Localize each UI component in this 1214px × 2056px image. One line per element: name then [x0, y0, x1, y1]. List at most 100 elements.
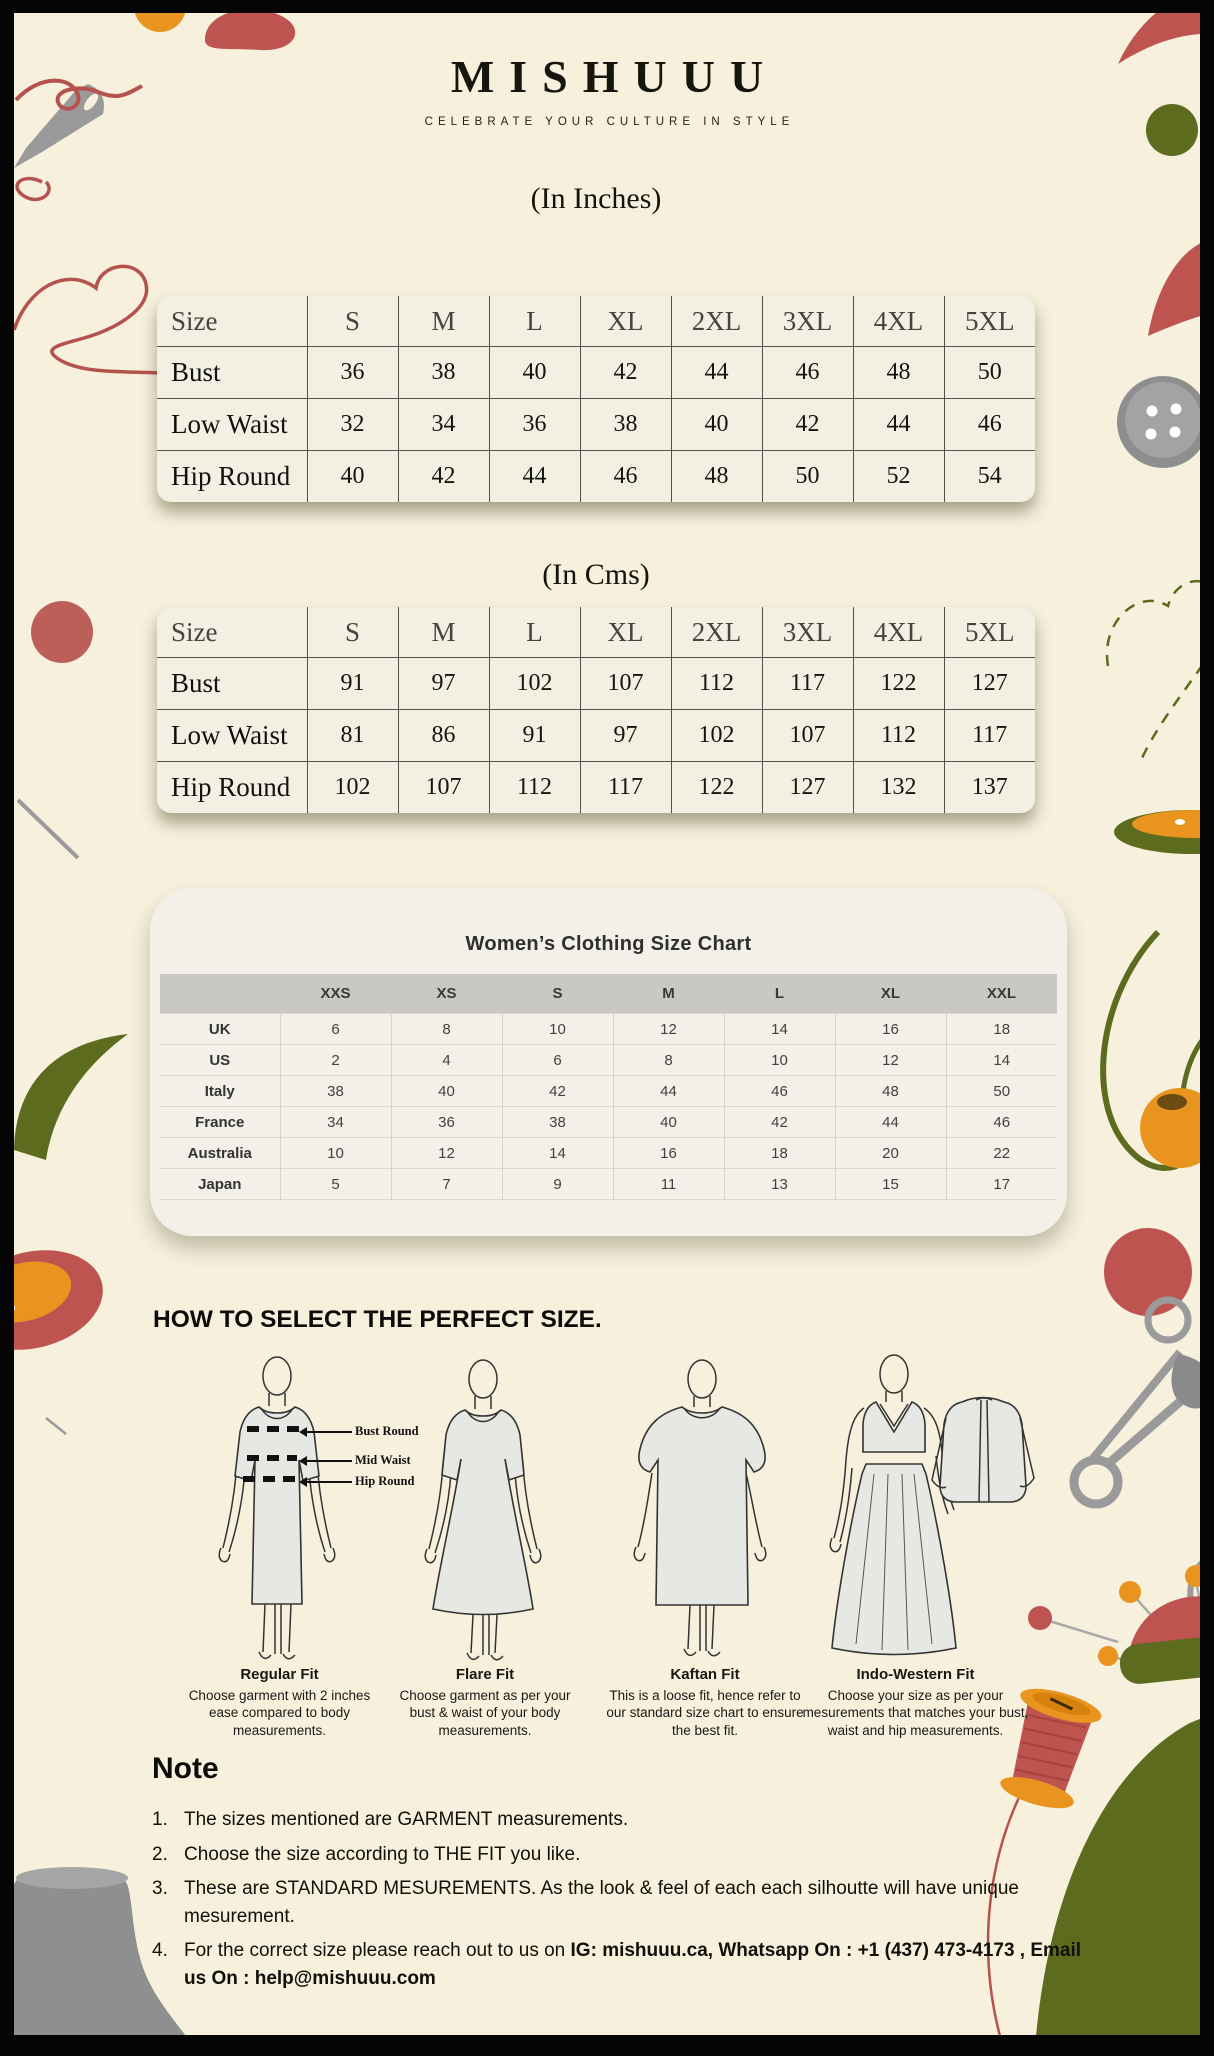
- value-cell: 44: [670, 346, 762, 399]
- value-cell: 97: [397, 657, 489, 710]
- dashed-thread-icon: [1105, 580, 1200, 759]
- value-cell: 42: [579, 346, 671, 399]
- brand-tagline: CELEBRATE YOUR CULTURE IN STYLE: [424, 116, 795, 128]
- value-cell: 112: [488, 761, 580, 813]
- table-row: UK 6 8 10 12 14 16 18: [160, 1013, 1057, 1045]
- value-cell: 36: [390, 1106, 502, 1138]
- table-row: France 34 36 38 40 42 44 46: [160, 1106, 1057, 1138]
- value-cell: 102: [306, 761, 398, 813]
- note-item-text: Choose the size according to THE FIT you…: [184, 1843, 581, 1865]
- value-cell: 46: [723, 1075, 835, 1107]
- measurement-dashes: [243, 1426, 301, 1482]
- value-cell: 4: [390, 1044, 502, 1076]
- row-label: Italy: [204, 1082, 235, 1100]
- value-cell: 44: [852, 398, 944, 451]
- value-cell: 40: [390, 1075, 502, 1107]
- table-row: Italy 38 40 42 44 46 48 50: [160, 1075, 1057, 1107]
- value-cell: 38: [279, 1075, 391, 1107]
- value-cell: 42: [761, 398, 853, 451]
- value-cell: 40: [612, 1106, 724, 1138]
- top-right-shapes-icon: [1117, 13, 1200, 468]
- note-item-text: For the correct size please reach out to…: [184, 1940, 1082, 1989]
- value-cell: 44: [488, 450, 580, 502]
- value-cell: 132: [852, 761, 944, 813]
- note-item-text: The sizes mentioned are GARMENT measurem…: [184, 1809, 629, 1830]
- row-label: Low Waist: [157, 398, 307, 451]
- value-cell: 42: [397, 450, 489, 502]
- value-cell: 22: [945, 1137, 1057, 1169]
- column-header: L: [488, 296, 580, 347]
- pin-cushion-icon: [1028, 1565, 1200, 1684]
- vine-berry-icon: [1100, 929, 1200, 1171]
- value-cell: 102: [488, 657, 580, 710]
- regular-fit-figure: [185, 1352, 370, 1672]
- brand-logo: MISHUUU: [450, 51, 779, 102]
- column-header: [160, 974, 280, 1014]
- cms-table: Size S M L XL 2XL 3XL 4XL 5XL Bust 91 97 102 107 112 11…: [157, 607, 1035, 813]
- value-cell: 12: [834, 1044, 946, 1076]
- value-cell: 6: [279, 1013, 391, 1045]
- value-cell: 54: [943, 450, 1035, 502]
- pin-icon: [16, 798, 80, 860]
- value-cell: 40: [306, 450, 398, 502]
- value-cell: 107: [397, 761, 489, 813]
- value-cell: 117: [943, 709, 1035, 762]
- column-header: 5XL: [943, 296, 1035, 347]
- column-header: 2XL: [670, 296, 762, 347]
- column-header: XS: [391, 974, 502, 1014]
- value-cell: 17: [945, 1168, 1057, 1200]
- value-cell: 15: [834, 1168, 946, 1200]
- thread-spool-icon: [986, 1688, 1200, 2035]
- column-header: 4XL: [852, 296, 944, 347]
- value-cell: 46: [579, 450, 671, 502]
- row-label: UK: [208, 1020, 231, 1038]
- value-cell: 18: [945, 1013, 1057, 1045]
- column-header: XXS: [280, 974, 391, 1014]
- red-dot-icon: [1104, 1228, 1192, 1316]
- table-row: Hip Round 40 42 44 46 48 50 52 54: [157, 450, 1035, 502]
- inches-size-table: Size S M L XL 2XL 3XL 4XL 5XL Bust 36 38 40 42 44 46 48 5…: [157, 296, 1035, 502]
- value-cell: 52: [852, 450, 944, 502]
- indo-western-fit-caption: Indo-Western Fit Choose your size as per…: [802, 1666, 1029, 1738]
- table-row: Bust 91 97 102 107 112 117 122 127: [157, 657, 1035, 710]
- value-cell: 38: [397, 346, 489, 399]
- value-cell: 44: [612, 1075, 724, 1107]
- inches-table: Size S M L XL 2XL 3XL 4XL 5XL Bust 36 38 40 42 44 46 48 5…: [157, 296, 1035, 502]
- value-cell: 107: [579, 657, 671, 710]
- value-cell: 16: [612, 1137, 724, 1169]
- regular-fit-caption: Regular Fit Choose garment with 2 inches…: [188, 1666, 371, 1738]
- row-label: Hip Round: [157, 761, 307, 813]
- value-cell: 16: [834, 1013, 946, 1045]
- table-row: US 2 4 6 8 10 12 14: [160, 1044, 1057, 1076]
- value-cell: 42: [501, 1075, 613, 1107]
- row-label: Hip Round: [157, 450, 307, 502]
- small-pin-icon: [45, 1417, 67, 1435]
- note-item-number: 1.: [152, 1809, 168, 1830]
- flat-button-icon: [1114, 810, 1200, 854]
- value-cell: 50: [945, 1075, 1057, 1107]
- needle-thread-icon: [14, 78, 179, 378]
- note-item: 3. These are STANDARD MESUREMENTS. As the…: [152, 1875, 1092, 1930]
- value-cell: 40: [488, 346, 580, 399]
- note-item-text: These are STANDARD MESUREMENTS. As the l…: [184, 1878, 1019, 1927]
- column-header: Size: [171, 616, 218, 647]
- value-cell: 38: [501, 1106, 613, 1138]
- value-cell: 7: [390, 1168, 502, 1200]
- table-row: Hip Round 102 107 112 117 122 127 132 137: [157, 761, 1035, 813]
- how-to-heading: HOW TO SELECT THE PERFECT SIZE.: [153, 1306, 602, 1333]
- value-cell: 14: [723, 1013, 835, 1045]
- brand-header: MISHUUU CELEBRATE YOUR CULTURE IN STYLE: [0, 50, 1214, 128]
- value-cell: 36: [488, 398, 580, 451]
- value-cell: 46: [943, 398, 1035, 451]
- kaftan-fit-figure: [612, 1357, 792, 1662]
- value-cell: 46: [761, 346, 853, 399]
- column-header: M: [613, 974, 724, 1014]
- value-cell: 12: [390, 1137, 502, 1169]
- value-cell: 137: [943, 761, 1035, 813]
- button-icon: [1117, 376, 1200, 468]
- value-cell: 122: [670, 761, 762, 813]
- hip-round-annotation: Hip Round: [299, 1474, 414, 1489]
- cms-size-table: Size S M L XL 2XL 3XL 4XL 5XL Bust 91 97 102 107 112 11…: [157, 607, 1035, 813]
- value-cell: 32: [306, 398, 398, 451]
- note-item-number: 2.: [152, 1843, 168, 1865]
